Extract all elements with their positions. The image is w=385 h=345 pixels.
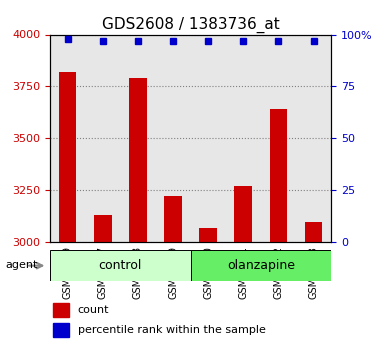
- Bar: [53, 303, 69, 317]
- Bar: [50, 34, 85, 242]
- Bar: [261, 34, 296, 242]
- Bar: [94, 215, 112, 242]
- Bar: [164, 196, 182, 241]
- Bar: [199, 228, 217, 242]
- Title: GDS2608 / 1383736_at: GDS2608 / 1383736_at: [102, 17, 280, 33]
- Bar: [85, 34, 120, 242]
- Text: percentile rank within the sample: percentile rank within the sample: [78, 325, 266, 335]
- Bar: [59, 72, 76, 242]
- Bar: [121, 34, 156, 242]
- Bar: [50, 250, 191, 281]
- Text: agent: agent: [6, 260, 38, 270]
- Bar: [226, 34, 261, 242]
- Text: control: control: [99, 259, 142, 272]
- Bar: [53, 323, 69, 337]
- Bar: [191, 250, 331, 281]
- Text: olanzapine: olanzapine: [227, 259, 295, 272]
- Text: count: count: [78, 305, 109, 315]
- Bar: [296, 34, 331, 242]
- Bar: [191, 34, 226, 242]
- Bar: [234, 186, 252, 242]
- Bar: [129, 78, 147, 242]
- Bar: [270, 109, 287, 242]
- Bar: [305, 222, 322, 242]
- Bar: [156, 34, 191, 242]
